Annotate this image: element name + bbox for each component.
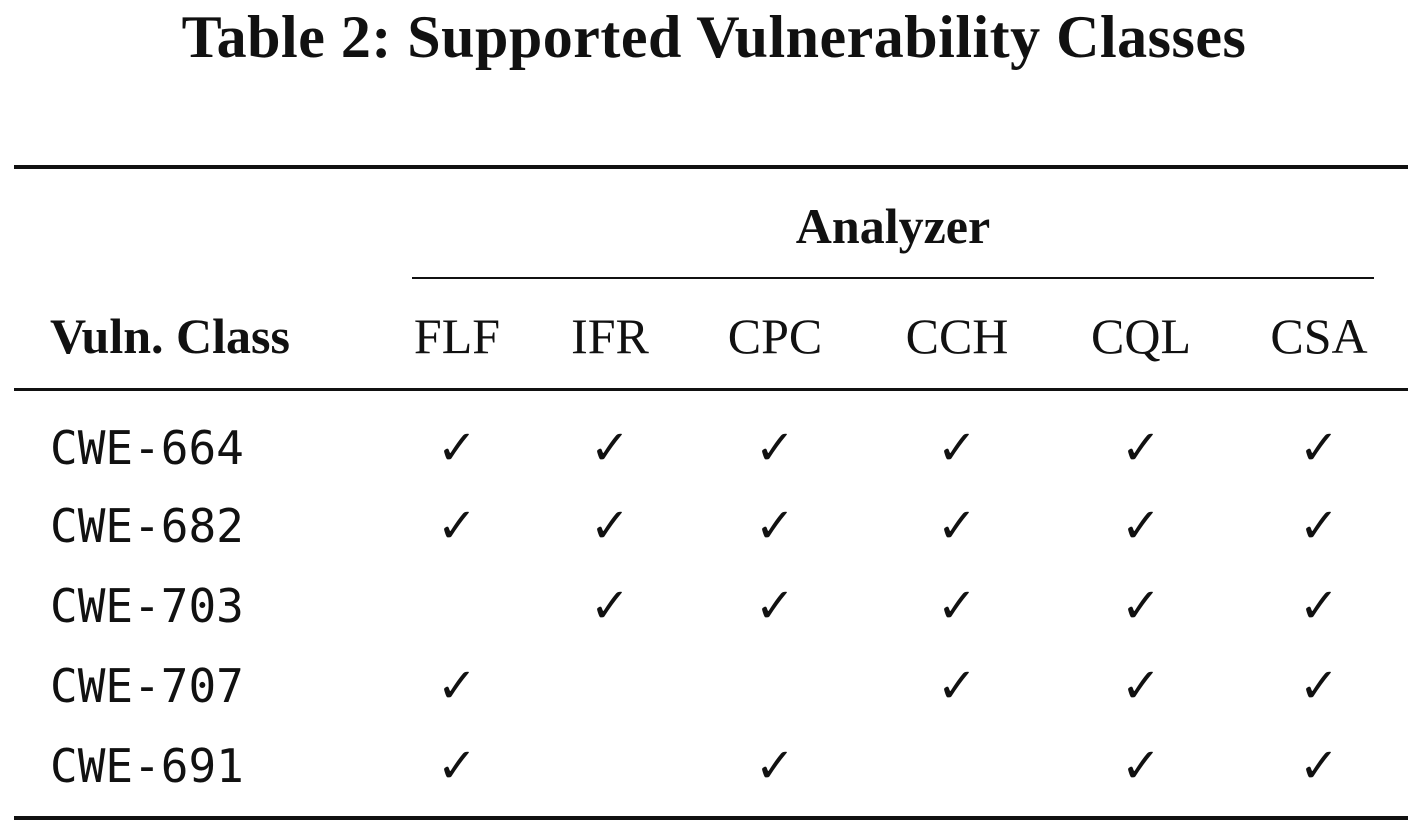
column-header-flf: FLF bbox=[413, 308, 501, 364]
check-mark-icon: ✓ bbox=[936, 578, 978, 634]
check-mark-icon: ✓ bbox=[1120, 578, 1162, 634]
check-mark-icon: ✓ bbox=[936, 420, 978, 476]
check-mark-icon: ✓ bbox=[589, 420, 631, 476]
check-mark-icon: ✓ bbox=[1298, 420, 1340, 476]
row-label: CWE-703 bbox=[50, 579, 244, 633]
check-mark-icon: ✓ bbox=[1298, 578, 1340, 634]
check-mark-icon: ✓ bbox=[1298, 738, 1340, 794]
column-header-cch: CCH bbox=[905, 308, 1009, 364]
column-header-ifr: IFR bbox=[571, 308, 649, 364]
check-mark-icon: ✓ bbox=[754, 738, 796, 794]
check-mark-icon bbox=[525, 736, 695, 796]
check-mark-icon: ✓ bbox=[936, 498, 978, 554]
top-rule bbox=[14, 165, 1408, 169]
bottom-rule bbox=[14, 816, 1408, 820]
check-mark-icon: ✓ bbox=[754, 578, 796, 634]
check-mark-icon bbox=[525, 656, 695, 716]
check-mark-icon: ✓ bbox=[1298, 498, 1340, 554]
check-mark-icon: ✓ bbox=[936, 658, 978, 714]
table-caption: Table 2: Supported Vulnerability Classes bbox=[181, 4, 1247, 70]
row-label: CWE-707 bbox=[50, 659, 244, 713]
check-mark-icon: ✓ bbox=[1120, 738, 1162, 794]
check-mark-icon bbox=[372, 576, 542, 636]
column-header-cpc: CPC bbox=[727, 308, 823, 364]
check-mark-icon: ✓ bbox=[1120, 498, 1162, 554]
column-header-csa: CSA bbox=[1270, 308, 1368, 364]
check-mark-icon: ✓ bbox=[754, 498, 796, 554]
check-mark-icon bbox=[690, 656, 860, 716]
check-mark-icon: ✓ bbox=[1120, 420, 1162, 476]
row-label: CWE-664 bbox=[50, 421, 244, 475]
vuln-class-header: Vuln. Class bbox=[50, 308, 290, 364]
check-mark-icon: ✓ bbox=[436, 498, 478, 554]
check-mark-icon: ✓ bbox=[1298, 658, 1340, 714]
row-label: CWE-682 bbox=[50, 499, 244, 553]
check-mark-icon: ✓ bbox=[1120, 658, 1162, 714]
header-rule bbox=[14, 388, 1408, 391]
check-mark-icon: ✓ bbox=[589, 498, 631, 554]
check-mark-icon: ✓ bbox=[754, 420, 796, 476]
column-header-cql: CQL bbox=[1091, 308, 1191, 364]
check-mark-icon: ✓ bbox=[436, 738, 478, 794]
analyzer-group-header: Analyzer bbox=[795, 198, 991, 254]
analyzer-group-rule bbox=[412, 277, 1374, 279]
check-mark-icon: ✓ bbox=[436, 658, 478, 714]
check-mark-icon bbox=[872, 736, 1042, 796]
check-mark-icon: ✓ bbox=[436, 420, 478, 476]
check-mark-icon: ✓ bbox=[589, 578, 631, 634]
row-label: CWE-691 bbox=[50, 739, 244, 793]
